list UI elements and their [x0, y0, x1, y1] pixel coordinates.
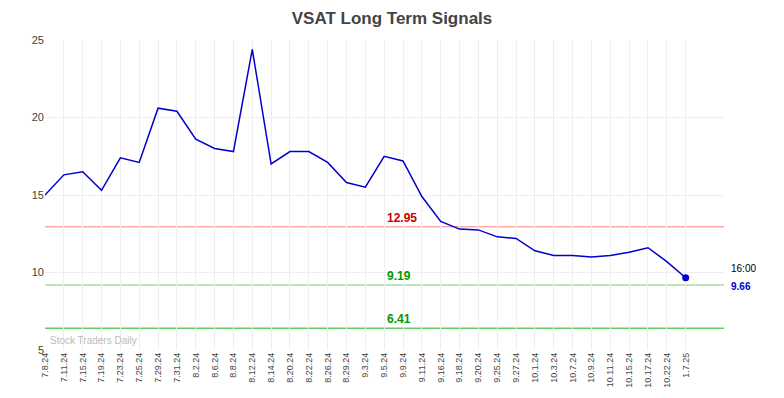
svg-text:9.16.24: 9.16.24: [436, 353, 446, 383]
svg-text:7.15.24: 7.15.24: [78, 353, 88, 383]
svg-text:10.7.24: 10.7.24: [568, 353, 578, 383]
svg-text:15: 15: [32, 189, 44, 201]
svg-text:12.95: 12.95: [387, 211, 417, 225]
svg-text:8.2.24: 8.2.24: [191, 353, 201, 378]
svg-text:10.17.24: 10.17.24: [643, 353, 653, 388]
svg-text:9.27.24: 9.27.24: [511, 353, 521, 383]
svg-text:20: 20: [32, 111, 44, 123]
svg-text:8.26.24: 8.26.24: [323, 353, 333, 383]
svg-text:9.19: 9.19: [387, 269, 411, 283]
svg-text:10: 10: [32, 266, 44, 278]
svg-text:Stock Traders Daily: Stock Traders Daily: [50, 335, 137, 346]
svg-text:9.20.24: 9.20.24: [473, 353, 483, 383]
svg-text:8.29.24: 8.29.24: [341, 353, 351, 383]
svg-text:7.31.24: 7.31.24: [172, 353, 182, 383]
svg-text:25: 25: [32, 34, 44, 46]
svg-text:10.1.24: 10.1.24: [530, 353, 540, 383]
svg-text:8.8.24: 8.8.24: [228, 353, 238, 378]
svg-text:7.11.24: 7.11.24: [59, 353, 69, 382]
svg-text:7.8.24: 7.8.24: [40, 353, 50, 378]
svg-text:1.7.25: 1.7.25: [681, 353, 691, 378]
svg-text:9.3.24: 9.3.24: [360, 353, 370, 378]
svg-text:9.18.24: 9.18.24: [454, 353, 464, 383]
svg-text:9.25.24: 9.25.24: [492, 353, 502, 383]
svg-text:10.15.24: 10.15.24: [624, 353, 634, 388]
svg-text:6.41: 6.41: [387, 312, 411, 326]
svg-text:VSAT Long Term Signals: VSAT Long Term Signals: [292, 9, 493, 28]
svg-text:9.9.24: 9.9.24: [398, 353, 408, 378]
svg-text:7.23.24: 7.23.24: [115, 353, 125, 383]
svg-text:5: 5: [38, 344, 44, 356]
svg-text:10.9.24: 10.9.24: [586, 353, 596, 383]
svg-text:8.20.24: 8.20.24: [285, 353, 295, 383]
svg-text:8.12.24: 8.12.24: [247, 353, 257, 383]
svg-text:9.66: 9.66: [731, 281, 751, 292]
svg-text:10.22.24: 10.22.24: [662, 353, 672, 388]
svg-text:8.14.24: 8.14.24: [266, 353, 276, 383]
svg-text:7.29.24: 7.29.24: [153, 353, 163, 383]
svg-text:8.6.24: 8.6.24: [210, 353, 220, 378]
svg-text:7.25.24: 7.25.24: [134, 353, 144, 383]
svg-text:9.5.24: 9.5.24: [379, 353, 389, 378]
svg-text:10.3.24: 10.3.24: [549, 353, 559, 383]
svg-text:9.11.24: 9.11.24: [417, 353, 427, 382]
svg-text:16:00: 16:00: [731, 263, 756, 274]
svg-text:7.19.24: 7.19.24: [96, 353, 106, 383]
svg-text:10.11.24: 10.11.24: [605, 353, 615, 387]
svg-text:8.22.24: 8.22.24: [304, 353, 314, 383]
